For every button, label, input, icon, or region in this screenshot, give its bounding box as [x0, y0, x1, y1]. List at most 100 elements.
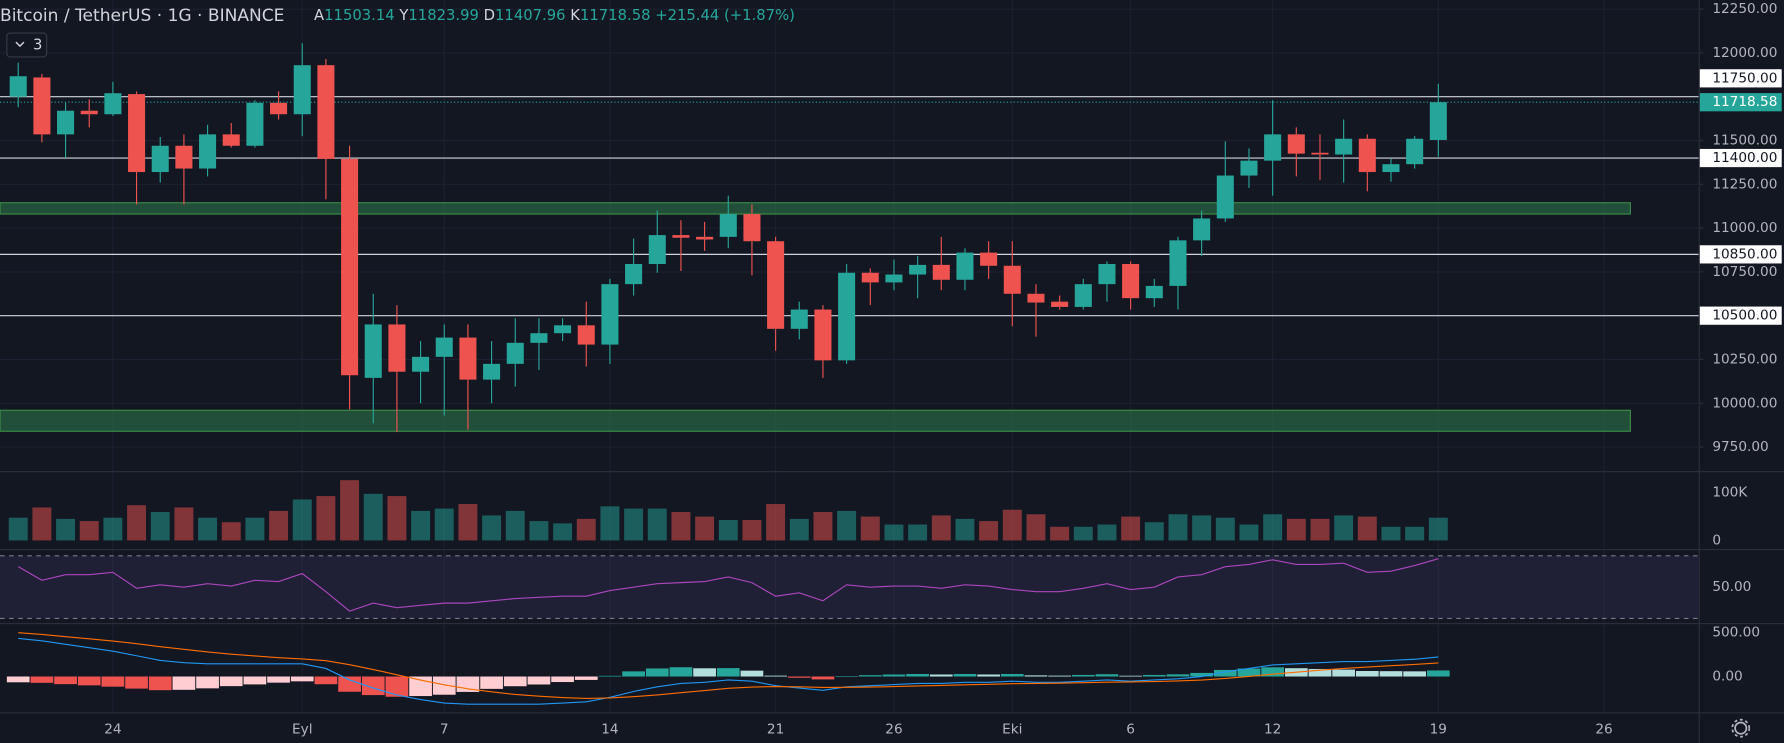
- candle-body: [1193, 218, 1211, 241]
- macd-histogram-bar: [906, 673, 929, 677]
- candle-body: [838, 272, 856, 361]
- settings-gear-teeth[interactable]: [1731, 718, 1751, 738]
- toggle-chevron[interactable]: [15, 41, 25, 48]
- candle-body: [1027, 293, 1045, 303]
- volume-bar: [269, 510, 289, 541]
- macd-histogram-bar: [882, 674, 906, 677]
- price-line-label-box: [1699, 69, 1782, 88]
- candle-body: [104, 93, 122, 115]
- macd-histogram-bar: [503, 676, 527, 687]
- volume-bar: [742, 519, 762, 541]
- candle-body: [151, 145, 169, 173]
- candle-body: [57, 110, 75, 135]
- candle-body: [1358, 138, 1376, 173]
- volume-bar: [908, 524, 928, 541]
- macd-histogram-bar: [1379, 671, 1403, 677]
- candle-body: [317, 65, 335, 159]
- volume-bar: [1381, 526, 1401, 541]
- volume-bar: [860, 516, 880, 541]
- volume-bar: [127, 505, 147, 541]
- y-tick-label: 12000.00: [1712, 45, 1777, 61]
- legend-value: 11407.96: [495, 7, 566, 24]
- volume-bar: [695, 516, 715, 541]
- candle-body: [246, 102, 264, 146]
- macd-histogram-bar: [1048, 675, 1071, 677]
- chart-title: Bitcoin / TetherUS · 1G · BINANCE: [0, 6, 284, 26]
- toggle-count[interactable]: 3: [33, 37, 42, 54]
- macd-histogram-bar: [669, 667, 693, 677]
- volume-bar: [979, 521, 999, 541]
- x-tick-label: 26: [1595, 721, 1612, 737]
- macd-histogram-bar: [1024, 675, 1048, 677]
- candle-body: [175, 145, 193, 169]
- y-tick-label: 9750.00: [1712, 439, 1768, 455]
- macd-histogram-bar: [148, 676, 172, 691]
- candle-body: [1429, 102, 1447, 140]
- volume-bar: [671, 512, 691, 541]
- candle-body: [956, 252, 974, 280]
- legend-value: 11718.58: [580, 7, 651, 24]
- macd-histogram-bar: [480, 676, 503, 689]
- macd-histogram-bar: [716, 668, 740, 677]
- volume-bar: [647, 508, 667, 541]
- candle-body: [790, 309, 808, 329]
- x-tick-label: 21: [767, 721, 784, 737]
- legend-key: A: [314, 7, 324, 24]
- macd-histogram-bar: [740, 670, 764, 677]
- macd-histogram-bar: [835, 676, 858, 677]
- macd-histogram-bar: [1332, 669, 1356, 677]
- candle-body: [1169, 240, 1187, 286]
- toggle-box[interactable]: [6, 32, 48, 58]
- macd-histogram-bar: [527, 676, 551, 685]
- macd-histogram-bar: [551, 676, 574, 683]
- macd-histogram-bar: [385, 676, 409, 697]
- volume-bar: [458, 504, 478, 541]
- candle-body: [719, 214, 737, 237]
- settings-gear[interactable]: [1734, 721, 1748, 735]
- candle-body: [767, 241, 785, 329]
- volume-bar: [789, 518, 809, 541]
- candle-body: [80, 110, 98, 115]
- macd-histogram-bar: [953, 673, 977, 677]
- candle-body: [577, 325, 595, 345]
- y-tick-label: 12250.00: [1712, 1, 1777, 17]
- volume-bar: [1334, 515, 1354, 541]
- volume-bar: [363, 493, 383, 541]
- candle-body: [9, 76, 27, 97]
- candle-body: [601, 284, 619, 345]
- indicator-toggle[interactable]: 3: [6, 32, 48, 58]
- macd-histogram-bar: [172, 676, 196, 690]
- macd-histogram-bar: [574, 676, 598, 680]
- candle-body: [932, 264, 950, 280]
- volume-bar: [505, 510, 525, 541]
- ohlc-legend: A11503.14 Y11823.99 D11407.96 K11718.58 …: [314, 7, 795, 24]
- settings-icon[interactable]: [1731, 718, 1751, 738]
- volume-bar: [174, 507, 194, 541]
- volume-bar: [340, 480, 360, 541]
- volume-bar: [1168, 514, 1188, 541]
- volume-bar: [600, 506, 620, 541]
- rsi-band-fill: [0, 555, 1699, 619]
- x-tick-label: 19: [1430, 721, 1447, 737]
- macd-histogram-bar: [764, 675, 787, 677]
- price-line-label: 10850.00: [1712, 246, 1777, 262]
- candle-body: [1382, 164, 1400, 173]
- volume-bar: [1310, 518, 1330, 541]
- candle-body: [293, 65, 311, 115]
- macd-histogram-bar: [977, 674, 1000, 677]
- volume-bar: [79, 521, 99, 541]
- volume-bar: [1002, 509, 1022, 541]
- legend-key: D: [484, 7, 495, 24]
- macd-histogram-bar: [432, 676, 456, 695]
- volume-bar: [1428, 517, 1448, 541]
- macd-histogram-bar: [1308, 668, 1332, 677]
- macd-tick-label: 500.00: [1712, 625, 1760, 641]
- volume-bar: [1263, 514, 1283, 541]
- macd-histogram-bar: [787, 676, 811, 678]
- macd-tick-label: 0.00: [1712, 669, 1742, 685]
- macd-histogram-bar: [645, 668, 669, 677]
- macd-histogram-bar: [1355, 670, 1379, 677]
- macd-histogram-bar: [1261, 667, 1285, 677]
